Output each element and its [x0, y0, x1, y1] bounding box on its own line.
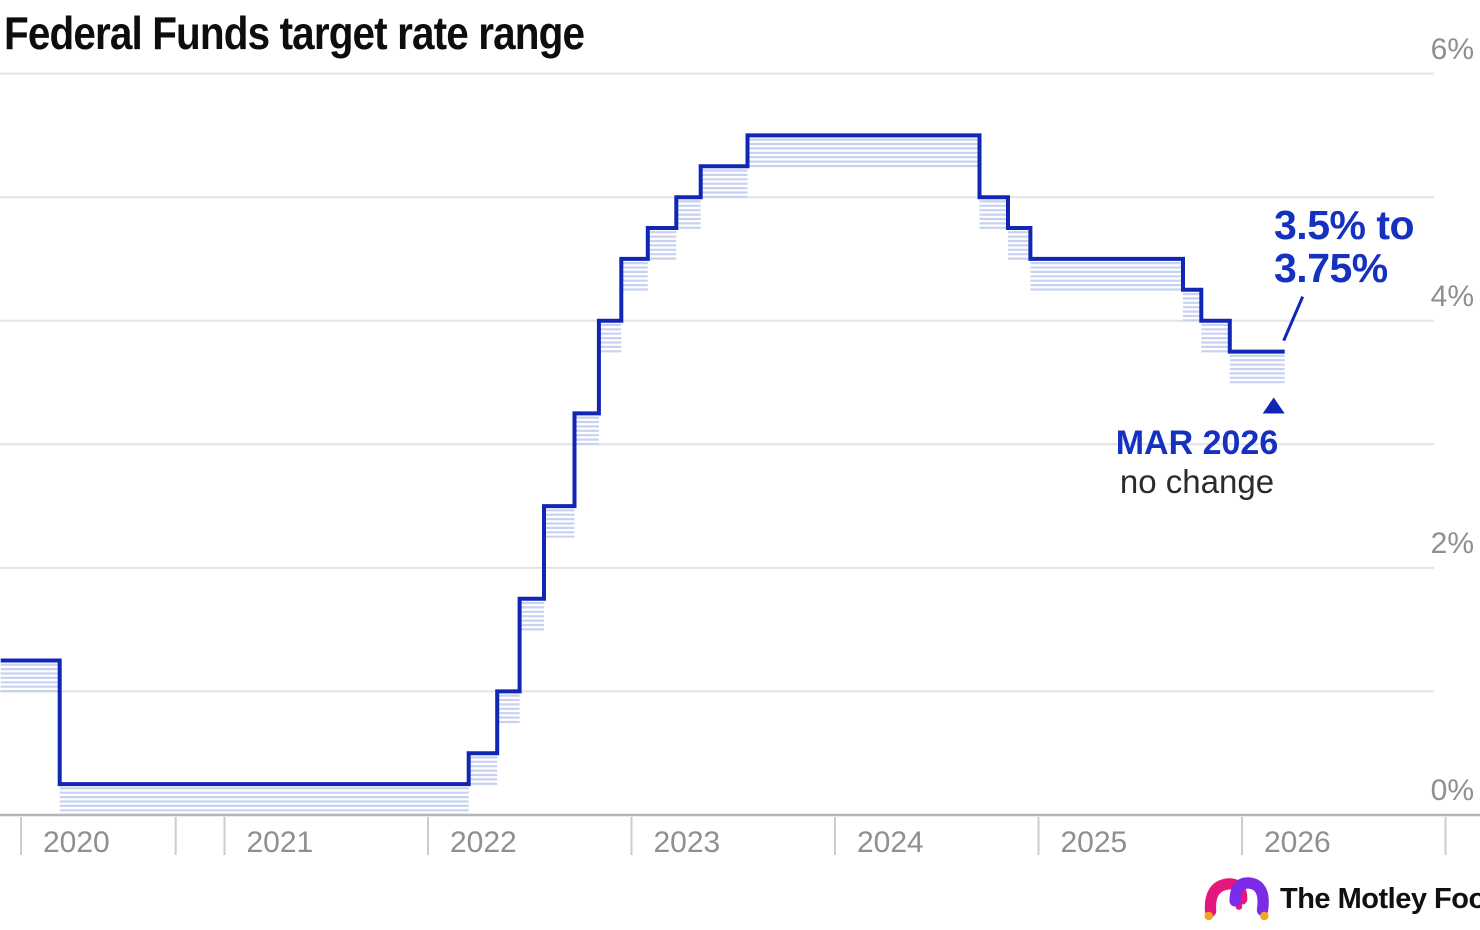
x-tick-label-2026: 2026 [1264, 826, 1331, 859]
event-change-label: no change [1119, 463, 1275, 500]
x-tick-label-2020: 2020 [43, 826, 110, 859]
x-tick-label-2022: 2022 [450, 826, 517, 859]
x-tick-label-2023: 2023 [653, 826, 721, 859]
current-range-line1: 3.5% to [1274, 202, 1415, 248]
x-tick-label-2024: 2024 [857, 826, 924, 859]
y-tick-label-4: 4% [1430, 279, 1474, 313]
current-range-line2: 3.75% [1274, 245, 1388, 292]
x-tick-label-2021: 2021 [246, 826, 314, 859]
brand-wordmark: The Motley Fool. [1280, 882, 1480, 915]
motley-fool-logo: The Motley Fool. [1204, 876, 1480, 922]
y-tick-label-2: 2% [1430, 526, 1474, 560]
page-title: Federal Funds target rate range [4, 7, 585, 59]
jester-hat-icon [1204, 877, 1269, 921]
y-tick-label-6: 6% [1430, 32, 1474, 66]
current-range-annotation: 3.5% to 3.75% [1274, 202, 1415, 292]
event-date-label: MAR 2026 [1115, 424, 1279, 462]
x-tick-label-2025: 2025 [1060, 826, 1128, 859]
y-tick-label-0: 0% [1430, 774, 1474, 807]
